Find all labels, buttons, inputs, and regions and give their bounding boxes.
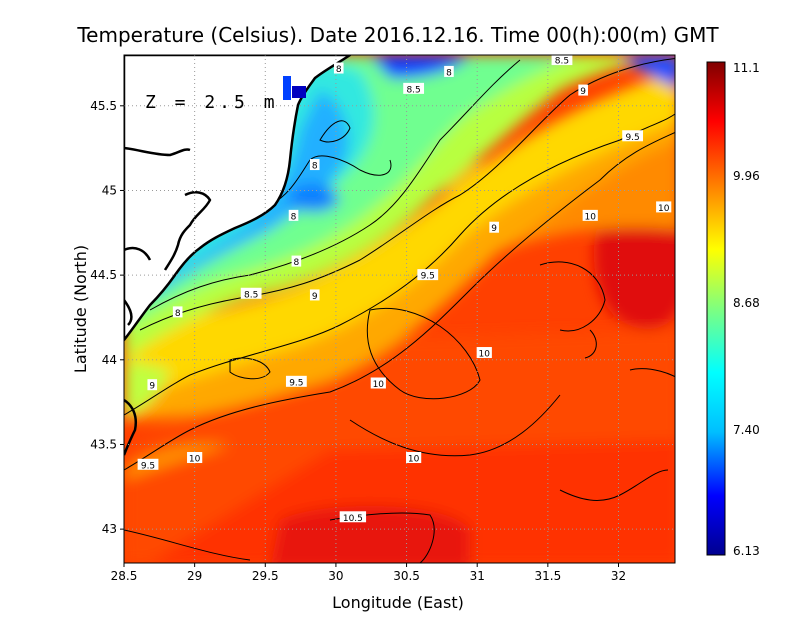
contour-label: 8 [312,162,318,172]
contour-label: 10 [189,455,201,465]
y-tick-label: 43.5 [90,437,117,451]
contour-label: 8 [293,258,299,268]
contour-label-box [370,377,386,389]
x-tick-label: 29.5 [252,569,279,583]
x-tick-label: 29 [187,569,202,583]
y-tick-label: 45.5 [90,99,117,113]
x-tick-label: 28.5 [111,569,138,583]
contour-label: 8 [446,68,452,78]
contour-label: 9.5 [625,133,639,143]
contour-label: 8.5 [555,57,569,67]
y-tick-label: 45 [102,183,117,197]
contour-lines [124,58,675,563]
contour-label: 10 [373,380,385,390]
liman-feature [283,76,291,100]
contour-label-box [137,458,159,470]
contour-label-box [578,84,588,96]
contour-label: 10 [408,455,420,465]
contour-label-box [406,452,422,464]
colorbar-tick-label: 11.1 [733,61,760,75]
land [124,55,352,342]
chart-title: Temperature (Celsius). Date 2016.12.16. … [76,23,719,47]
y-tick-label: 44 [102,353,117,367]
contour-label: 9 [312,292,318,302]
contour-label-box [187,452,203,464]
contour-label-box [288,209,299,221]
liman-feature-2 [292,86,306,98]
colorbar-ticks: 11.1 9.96 8.68 7.40 6.13 [733,61,760,558]
contour-label: 9.5 [289,378,303,388]
contour-label-box [489,221,499,233]
colorbar [706,61,726,556]
contour-label-box [656,201,672,213]
coastline-details [124,146,212,456]
x-axis: 28.5 29 29.5 30 30.5 31 31.5 32 [111,563,626,583]
contour-label-box [403,82,425,94]
x-tick-label: 31.5 [534,569,561,583]
contour-label-box [582,209,598,221]
contour-label-box [285,375,307,387]
contour-label: 9 [580,87,586,97]
contour-label: 8 [175,309,181,319]
contour-labels: 8 8 8 8 8 8 8.5 8.5 8.5 9 9 9 9 9.5 9.5 9.5 9.5 10 10 10 10 1… [137,55,672,524]
contour-label: 8 [336,65,342,75]
contour-label-box [309,289,320,301]
x-tick-label: 30.5 [393,569,420,583]
y-tick-label: 44.5 [90,268,117,282]
grid-lines [124,55,675,563]
contour-label: 10 [585,212,597,222]
temperature-field: 8 8 8 8 8 8 8.5 8.5 8.5 9 9 9 9 9.5 9.5 9.5 9.5 10 10 10 10 1… [124,55,675,563]
contour-label-box [240,287,262,299]
colorbar-tick-label: 9.96 [733,169,760,183]
colorbar-tick-label: 7.40 [733,423,760,437]
contour-label-box [444,65,454,77]
contour-label: 9 [491,224,497,234]
contour-label-box [147,379,158,391]
contour-label: 8.5 [244,290,258,300]
contour-label-box [339,511,367,523]
plot-frame [123,54,676,564]
contour-label-box [333,62,344,74]
contour-label: 8 [291,212,297,222]
x-tick-label: 32 [611,569,626,583]
x-tick-label: 31 [470,569,485,583]
contour-label: 10 [658,204,670,214]
contour-label: 9 [149,382,155,392]
x-axis-label: Longitude (East) [332,593,464,612]
y-tick-label: 43 [102,522,117,536]
colorbar-tick-label: 6.13 [733,544,760,558]
contour-label-box [291,255,302,267]
contour-label-box [476,347,492,359]
contour-label: 10.5 [343,514,363,524]
colorbar-tick-label: 8.68 [733,296,760,310]
contour-label-box [309,159,320,171]
contour-label-box [417,269,439,281]
y-axis-label: Latitude (North) [71,245,90,373]
contour-label-box [551,55,573,66]
depth-annotation: Z = 2.5 m [145,92,279,113]
contour-label: 8.5 [406,85,420,95]
contour-label: 9.5 [421,272,435,282]
contour-label-box [622,130,644,142]
contour-label: 9.5 [141,461,155,471]
y-axis: 43 43.5 44 44.5 45 45.5 [90,99,124,536]
x-tick-label: 30 [328,569,343,583]
contour-label-box [172,306,183,318]
contour-label: 10 [479,350,491,360]
